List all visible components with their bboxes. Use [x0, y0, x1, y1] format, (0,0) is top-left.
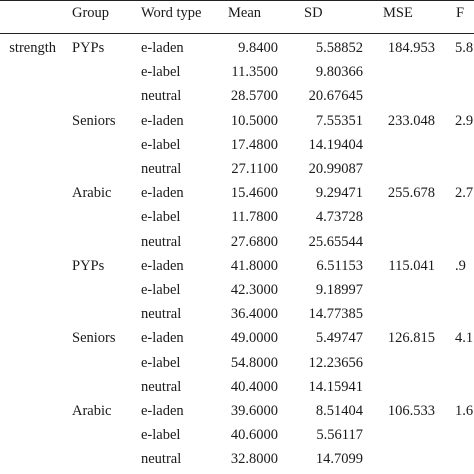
cell-word-type: e-laden: [141, 40, 184, 56]
cell-mean: 9.8400: [238, 40, 278, 56]
cell-word-type: e-laden: [141, 257, 184, 274]
cell-sd: 4.73728: [315, 209, 363, 226]
cell-mean: 40.4000: [230, 378, 278, 395]
cell-mse: 255.678: [387, 185, 435, 202]
cell-word-type: neutral: [141, 378, 182, 395]
cell-f: .9: [455, 257, 466, 274]
cell-mean: 17.4800: [230, 136, 278, 153]
cell-sd: 9.18997: [315, 282, 363, 298]
cell-mean: 49.0000: [230, 330, 278, 347]
cell-sd: 14.15941: [308, 378, 363, 395]
cell-group: Arabic: [72, 185, 112, 202]
cell-mean: 54.8000: [230, 354, 278, 371]
cell-word-type: e-laden: [141, 403, 184, 419]
cell-sd: 5.58852: [315, 40, 363, 56]
cell-mean: 27.1100: [231, 161, 278, 177]
cell-sd: 5.49747: [315, 330, 363, 347]
cell-word-type: neutral: [141, 451, 182, 468]
cell-sd: 6.51153: [316, 257, 363, 274]
cell-mean: 32.8000: [230, 451, 278, 468]
cell-f: 4.1: [455, 330, 474, 347]
cell-sd: 14.19404: [308, 136, 363, 153]
header-group: Group: [72, 5, 110, 21]
cell-word-type: neutral: [141, 88, 182, 105]
cell-mse: 115.041: [388, 257, 435, 274]
cell-group: Seniors: [72, 330, 116, 347]
cell-mean: 28.5700: [230, 88, 278, 105]
top-rule: [0, 0, 474, 1]
cell-sd: 20.67645: [308, 88, 363, 105]
cell-mse: 126.815: [387, 330, 435, 347]
cell-mean: 36.4000: [230, 306, 278, 323]
cell-word-type: e-laden: [141, 112, 184, 129]
cell-sd: 14.7099: [315, 451, 363, 468]
cell-sd: 9.29471: [315, 185, 363, 202]
cell-sd: 25.65544: [308, 233, 363, 250]
cell-group: PYPs: [72, 257, 105, 274]
header-mean: Mean: [228, 5, 262, 21]
cell-mean: 10.5000: [230, 112, 278, 129]
cell-sd: 20.99087: [308, 161, 363, 177]
cell-sd: 5.56117: [316, 427, 363, 444]
cell-sd: 7.55351: [315, 112, 363, 129]
cell-mean: 27.6800: [230, 233, 278, 250]
cell-word-type: e-label: [141, 354, 181, 371]
cell-mean: 15.4600: [230, 185, 278, 202]
header-mse: MSE: [383, 5, 413, 21]
cell-group: Arabic: [72, 403, 112, 419]
cell-mean: 11.7800: [231, 209, 278, 226]
cell-mean: 11.3500: [231, 64, 278, 81]
cell-word-type: e-label: [141, 209, 181, 226]
header-word-type: Word type: [141, 5, 202, 21]
cell-f: 5.8: [455, 40, 474, 56]
header-sd: SD: [304, 5, 323, 21]
cell-mse: 233.048: [387, 112, 435, 129]
cell-word-type: e-laden: [141, 185, 184, 202]
cell-sd: 14.77385: [308, 306, 363, 323]
cell-word-type: e-label: [141, 427, 181, 444]
cell-sd: 9.80366: [315, 64, 363, 81]
cell-f: 1.6: [455, 403, 474, 419]
cell-word-type: neutral: [141, 306, 182, 323]
header-f: F: [456, 5, 465, 21]
cell-mse: 184.953: [387, 40, 435, 56]
cell-group: PYPs: [72, 40, 105, 56]
cell-word-type: neutral: [141, 161, 182, 177]
header-rule: [0, 33, 474, 34]
cell-mean: 39.6000: [230, 403, 278, 419]
cell-sd: 8.51404: [315, 403, 363, 419]
cell-word-type: e-label: [141, 64, 181, 81]
cell-f: 2.9: [455, 112, 474, 129]
cell-mean: 41.8000: [230, 257, 278, 274]
cell-word-type: e-label: [141, 282, 181, 298]
measure-label: strength: [9, 40, 56, 56]
cell-mean: 40.6000: [230, 427, 278, 444]
cell-group: Seniors: [72, 112, 116, 129]
cell-word-type: neutral: [141, 233, 182, 250]
cell-mean: 42.3000: [230, 282, 278, 298]
cell-sd: 12.23656: [308, 354, 363, 371]
cell-word-type: e-label: [141, 136, 181, 153]
cell-mse: 106.533: [387, 403, 435, 419]
cell-f: 2.7: [455, 185, 474, 202]
cell-word-type: e-laden: [141, 330, 184, 347]
